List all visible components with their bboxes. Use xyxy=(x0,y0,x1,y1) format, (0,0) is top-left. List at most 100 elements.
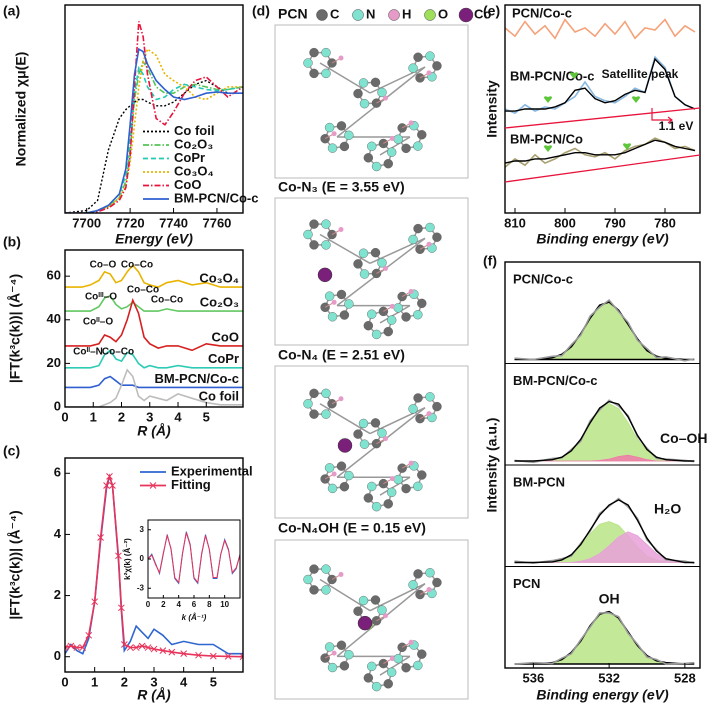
series-label: Co₂O₃ xyxy=(200,294,239,309)
structure-box xyxy=(274,24,469,179)
panel-title: BM-PCN/Co-c xyxy=(513,373,598,388)
atom xyxy=(426,411,432,417)
atom xyxy=(386,487,397,498)
annotation: Co–Co xyxy=(102,347,134,358)
atom xyxy=(408,580,418,590)
atom xyxy=(413,393,423,403)
bond xyxy=(379,304,411,324)
atom xyxy=(417,470,427,480)
marker xyxy=(103,482,110,489)
legend-label: Fitting xyxy=(171,477,211,492)
atom xyxy=(393,474,403,485)
series-line xyxy=(65,47,243,213)
atom xyxy=(393,134,403,144)
atom xyxy=(338,227,344,233)
marker xyxy=(138,642,146,650)
atom xyxy=(382,265,388,271)
atom xyxy=(417,298,427,309)
annotation: Coᴵᴵ–O xyxy=(83,317,114,328)
atom xyxy=(353,429,363,439)
atom xyxy=(331,131,337,137)
atom xyxy=(371,501,382,512)
plot-area xyxy=(514,299,695,665)
y-tick-label: 6 xyxy=(54,465,61,480)
atom xyxy=(359,98,370,109)
atom xyxy=(432,577,442,588)
axes-frame xyxy=(64,457,244,673)
atom xyxy=(303,574,313,585)
structure-title: Co-N₄ (E = 2.51 eV) xyxy=(278,347,405,363)
structure-title: Co-N₄OH (E = 0.15 eV) xyxy=(278,520,426,536)
area xyxy=(514,610,695,665)
series-label: BM-PCN/Co xyxy=(510,131,583,146)
atom xyxy=(331,650,337,656)
marker xyxy=(109,482,116,489)
panel-title: BM-PCN xyxy=(513,474,565,489)
marker xyxy=(168,648,176,656)
atom xyxy=(377,87,387,98)
structure-box xyxy=(274,539,469,700)
structure-title: PCN xyxy=(278,6,308,22)
atom xyxy=(344,649,354,660)
atom xyxy=(309,240,319,250)
atom xyxy=(401,663,411,673)
plot-area xyxy=(148,520,240,598)
x-tick-label: 810 xyxy=(504,215,526,230)
atom xyxy=(324,463,335,473)
atom xyxy=(371,681,382,692)
component-label: Co–OH xyxy=(660,430,707,446)
bond xyxy=(379,655,411,676)
y-tick-label: 20 xyxy=(47,355,61,370)
x-tick-label: 790 xyxy=(604,215,626,230)
x-axis-label: R (Å) xyxy=(137,423,171,439)
atom xyxy=(371,329,382,340)
atom xyxy=(413,481,423,492)
x-tick-label: 0 xyxy=(61,674,68,689)
legend-atom xyxy=(424,9,436,21)
atom xyxy=(309,585,319,595)
x-tick-label: 1 xyxy=(91,674,98,689)
atom xyxy=(321,68,331,79)
atom xyxy=(408,460,414,466)
atom xyxy=(363,321,374,331)
x-tick-label: 6 xyxy=(192,600,197,609)
legend-label: N xyxy=(366,6,375,21)
atom xyxy=(339,661,350,671)
axes-frame xyxy=(504,261,701,669)
atom xyxy=(336,461,347,471)
y-axis-label: Intensity (a.u.) xyxy=(484,418,500,513)
legend-atom xyxy=(458,7,474,23)
baseline-fit xyxy=(504,107,701,129)
x-axis-label: Energy (eV) xyxy=(115,231,193,247)
bond xyxy=(319,233,371,264)
atom xyxy=(382,613,388,619)
plot-area xyxy=(65,21,243,213)
atom xyxy=(327,662,338,673)
series-line xyxy=(514,400,695,462)
x-tick-label: 1 xyxy=(90,409,97,424)
legend-label: Co₃O₄ xyxy=(174,163,214,178)
y-tick-label: 0 xyxy=(54,398,61,413)
legend-label: Experimental xyxy=(171,463,253,478)
marker xyxy=(67,642,75,650)
atom xyxy=(324,642,335,652)
y-tick-label: 0 xyxy=(54,648,61,663)
legend-label: CoPr xyxy=(174,150,205,165)
atom xyxy=(336,121,347,131)
atom xyxy=(425,568,435,578)
axes-frame xyxy=(147,519,241,599)
marker xyxy=(224,653,232,660)
x-axis-label: Binding energy (eV) xyxy=(536,231,669,247)
x-tick-label: 8 xyxy=(207,600,212,609)
legend-atom xyxy=(352,9,364,21)
atom xyxy=(327,143,338,153)
atom xyxy=(389,476,395,482)
bond xyxy=(379,476,411,496)
series-line xyxy=(65,473,243,655)
series-line xyxy=(505,55,696,115)
atom xyxy=(408,234,418,245)
x-axis-label: Binding energy (eV) xyxy=(536,687,669,703)
atom xyxy=(324,291,335,301)
atom xyxy=(383,326,393,337)
series-line xyxy=(148,532,240,584)
